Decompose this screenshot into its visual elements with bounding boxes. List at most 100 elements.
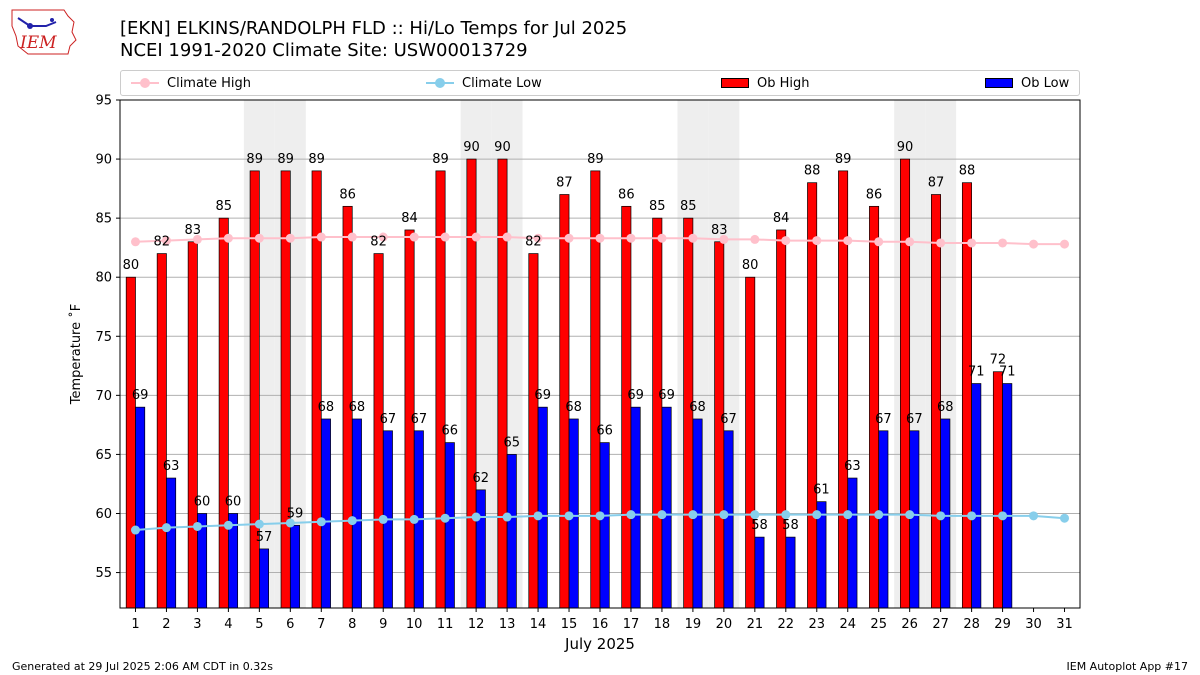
- x-tick-label: 15: [561, 617, 578, 632]
- ob-high-label: 88: [959, 164, 976, 179]
- climate-low-point: [409, 514, 419, 524]
- y-tick-label: 85: [95, 212, 112, 227]
- ob-high-bar: [776, 229, 787, 609]
- climate-low-point: [254, 519, 264, 529]
- ob-high-bar: [373, 253, 384, 609]
- x-tick-label: 16: [592, 617, 609, 632]
- climate-low-point: [347, 516, 357, 526]
- x-tick-label: 2: [162, 617, 170, 632]
- ob-high-bar: [156, 253, 167, 609]
- chart-legend: Climate High Climate Low Ob High Ob Low: [120, 70, 1080, 96]
- x-tick-label: 13: [499, 617, 516, 632]
- climate-low-point: [657, 510, 667, 520]
- ob-high-label: 85: [215, 199, 232, 214]
- ob-high-label: 89: [277, 152, 294, 167]
- climate-low-point: [285, 518, 295, 528]
- ob-low-bar: [878, 430, 889, 609]
- ob-high-label: 84: [401, 211, 418, 226]
- climate-low-point: [192, 521, 202, 531]
- ob-high-bar: [652, 217, 663, 609]
- ob-high-bar: [900, 158, 911, 609]
- climate-high-point: [409, 232, 419, 242]
- climate-low-point: [440, 513, 450, 523]
- climate-low-point: [564, 511, 574, 521]
- ob-high-label: 82: [525, 235, 542, 250]
- climate-low-point: [843, 510, 853, 520]
- ob-low-label: 60: [194, 494, 211, 509]
- legend-label: Climate Low: [462, 75, 542, 91]
- x-axis-label: July 2025: [564, 635, 635, 653]
- x-tick-label: 26: [901, 617, 918, 632]
- climate-high-point: [595, 233, 605, 243]
- x-tick-label: 9: [379, 617, 387, 632]
- climate-low-point: [1029, 511, 1039, 521]
- ob-low-label: 69: [658, 388, 675, 403]
- ob-high-label: 83: [711, 223, 728, 238]
- y-tick-label: 60: [95, 507, 112, 522]
- ob-low-bar: [506, 454, 517, 609]
- x-tick-label: 20: [716, 617, 733, 632]
- climate-high-point: [316, 232, 326, 242]
- ob-high-label: 82: [370, 235, 387, 250]
- ob-high-label: 90: [897, 140, 914, 155]
- climate-high-point: [223, 233, 233, 243]
- ob-low-label: 63: [163, 459, 180, 474]
- y-tick-label: 80: [95, 271, 112, 286]
- ob-high-label: 84: [773, 211, 790, 226]
- ob-low-label: 61: [813, 483, 830, 498]
- ob-high-bar: [807, 182, 818, 609]
- climate-low-point: [967, 511, 977, 521]
- ob-low-bar: [630, 406, 641, 609]
- climate-low-point: [471, 512, 481, 522]
- ob-high-label: 86: [618, 187, 635, 202]
- x-tick-label: 28: [963, 617, 980, 632]
- ob-low-bar: [971, 383, 982, 609]
- climate-low-point: [812, 510, 822, 520]
- x-tick-label: 21: [747, 617, 764, 632]
- climate-low-point: [502, 512, 512, 522]
- y-tick-label: 70: [95, 389, 112, 404]
- climate-low-point: [781, 510, 791, 520]
- climate-low-point: [130, 525, 140, 535]
- climate-high-point: [440, 232, 450, 242]
- ob-low-label: 67: [906, 412, 923, 427]
- ob-high-bar: [528, 253, 539, 609]
- climate-high-point: [533, 233, 543, 243]
- x-tick-label: 31: [1056, 617, 1073, 632]
- ob-low-label: 57: [256, 530, 273, 545]
- ob-low-label: 58: [782, 518, 799, 533]
- climate-high-point: [936, 238, 946, 248]
- x-tick-label: 10: [406, 617, 423, 632]
- climate-high-point: [1029, 239, 1039, 249]
- ob-low-label: 68: [937, 400, 954, 415]
- x-tick-label: 5: [255, 617, 263, 632]
- ob-low-label: 69: [627, 388, 644, 403]
- climate-low-swatch: [426, 78, 454, 88]
- ob-low-label: 67: [875, 412, 892, 427]
- ob-low-bar: [723, 430, 734, 609]
- x-tick-label: 8: [348, 617, 356, 632]
- ob-high-label: 90: [494, 140, 511, 155]
- ob-high-label: 88: [804, 164, 821, 179]
- y-tick-label: 90: [95, 153, 112, 168]
- ob-high-label: 80: [123, 258, 140, 273]
- legend-item-climate-high: Climate High: [131, 71, 251, 95]
- ob-low-label: 65: [503, 435, 520, 450]
- ob-low-label: 67: [720, 412, 737, 427]
- legend-label: Climate High: [167, 75, 252, 91]
- ob-high-label: 86: [339, 187, 356, 202]
- ob-low-label: 66: [442, 424, 459, 439]
- app-credit: IEM Autoplot App #17: [1066, 660, 1189, 673]
- ob-high-bar: [187, 241, 198, 609]
- x-tick-label: 24: [839, 617, 856, 632]
- climate-high-point: [471, 232, 481, 242]
- climate-low-point: [750, 510, 760, 520]
- ob-high-label: 80: [742, 258, 759, 273]
- chart-title: [EKN] ELKINS/RANDOLPH FLD :: Hi/Lo Temps…: [120, 18, 628, 39]
- logo-text: IEM: [19, 33, 57, 53]
- ob-high-label: 89: [432, 152, 449, 167]
- ob-high-bar: [745, 276, 756, 609]
- climate-low-point: [936, 511, 946, 521]
- climate-low-point: [595, 511, 605, 521]
